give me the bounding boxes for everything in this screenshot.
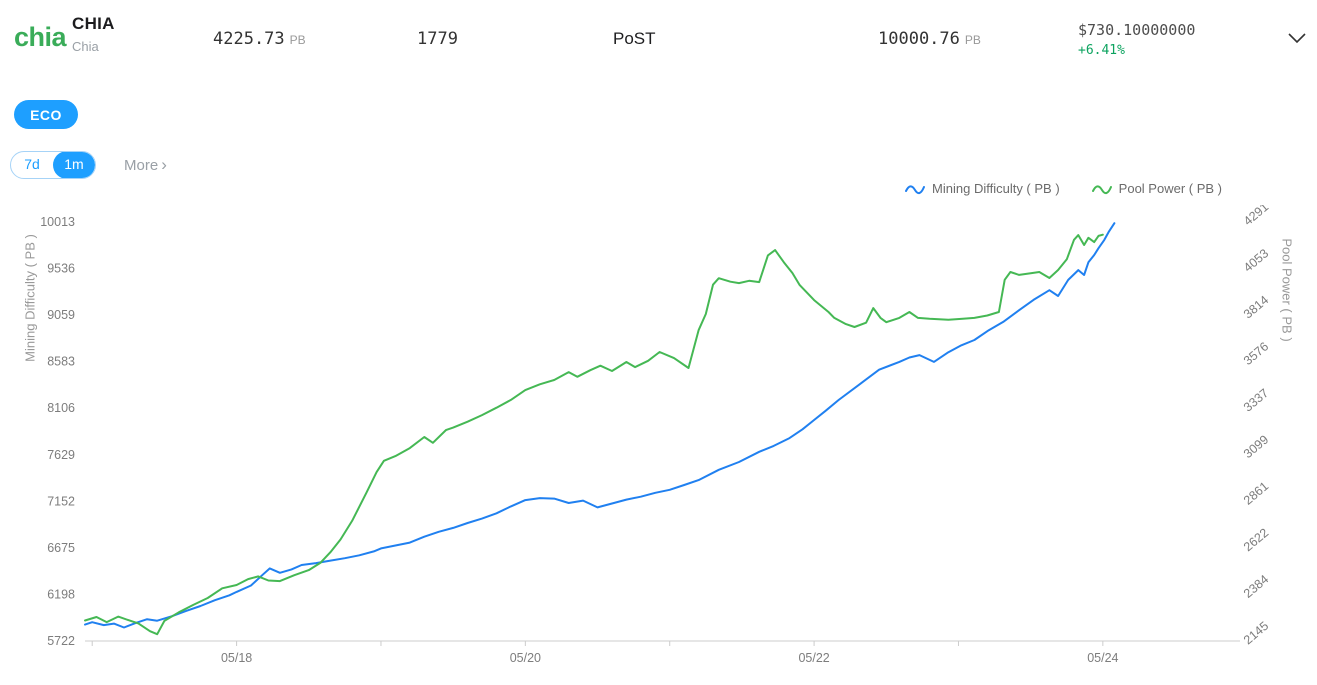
stat-pool-power-value: 4225.73	[213, 29, 285, 49]
svg-text:2861: 2861	[1241, 479, 1271, 508]
svg-text:2145: 2145	[1241, 619, 1271, 648]
chevron-right-icon: ›	[161, 155, 167, 174]
pool-header: chia CHIA Chia 4225.73 PB 1779 PoST 10000…	[0, 0, 1317, 92]
chia-logo: chia	[14, 22, 67, 52]
price-change: +6.41%	[1078, 43, 1125, 58]
eco-badge: ECO	[14, 100, 78, 129]
svg-text:2622: 2622	[1241, 526, 1271, 555]
coin-name: CHIA	[72, 14, 115, 33]
svg-text:6198: 6198	[47, 587, 75, 601]
legend-label: Pool Power ( PB )	[1118, 181, 1222, 196]
line-wave-icon	[1091, 184, 1112, 194]
svg-text:8583: 8583	[47, 355, 75, 369]
coin-price: $730.10000000	[1078, 21, 1196, 39]
stat-miners-count-value: 1779	[417, 29, 458, 49]
chart-legend: Mining Difficulty ( PB ) Pool Power ( PB…	[905, 181, 1222, 196]
svg-text:9536: 9536	[47, 262, 75, 276]
time-range-toggle: 7d 1m	[10, 151, 96, 179]
more-link[interactable]: More ›	[124, 155, 167, 175]
coin-subtitle: Chia	[72, 39, 99, 54]
stat-mining-difficulty: 10000.76 PB	[878, 29, 981, 49]
mining-stats-chart[interactable]: 05/18 05/20 05/22 05/24 5722 6198 6675 7152 7629…	[0, 205, 1317, 683]
svg-text:05/20: 05/20	[510, 651, 541, 665]
svg-text:5722: 5722	[47, 634, 75, 648]
svg-text:10013: 10013	[40, 215, 75, 229]
range-option-7d[interactable]: 7d	[24, 156, 40, 172]
stat-pool-power: 4225.73 PB	[213, 29, 306, 49]
stat-mining-difficulty-unit: PB	[964, 33, 981, 47]
legend-label: Mining Difficulty ( PB )	[932, 181, 1060, 196]
svg-text:2384: 2384	[1241, 572, 1271, 601]
chevron-down-icon[interactable]	[1288, 31, 1306, 49]
svg-text:3814: 3814	[1241, 293, 1271, 322]
svg-text:4053: 4053	[1241, 246, 1271, 275]
stat-algorithm: PoST	[613, 29, 656, 49]
more-label: More	[124, 157, 159, 174]
svg-text:05/24: 05/24	[1087, 651, 1118, 665]
svg-text:3337: 3337	[1241, 386, 1271, 415]
line-wave-icon	[905, 184, 926, 194]
stat-algorithm-value: PoST	[613, 29, 656, 48]
stat-miners-count: 1779	[417, 29, 458, 49]
stat-pool-power-unit: PB	[289, 33, 306, 47]
range-option-1m[interactable]: 1m	[53, 152, 95, 178]
svg-text:4291: 4291	[1241, 205, 1271, 228]
svg-text:6675: 6675	[47, 541, 75, 555]
legend-mining-difficulty[interactable]: Mining Difficulty ( PB )	[905, 181, 1060, 196]
svg-text:3576: 3576	[1241, 339, 1271, 368]
svg-text:8106: 8106	[47, 401, 75, 415]
legend-pool-power[interactable]: Pool Power ( PB )	[1091, 181, 1222, 196]
svg-text:05/22: 05/22	[798, 651, 829, 665]
svg-text:7629: 7629	[47, 448, 75, 462]
svg-text:7152: 7152	[47, 494, 75, 508]
svg-text:3099: 3099	[1241, 432, 1271, 461]
stat-mining-difficulty-value: 10000.76	[878, 29, 960, 49]
svg-text:05/18: 05/18	[221, 651, 252, 665]
svg-text:9059: 9059	[47, 308, 75, 322]
